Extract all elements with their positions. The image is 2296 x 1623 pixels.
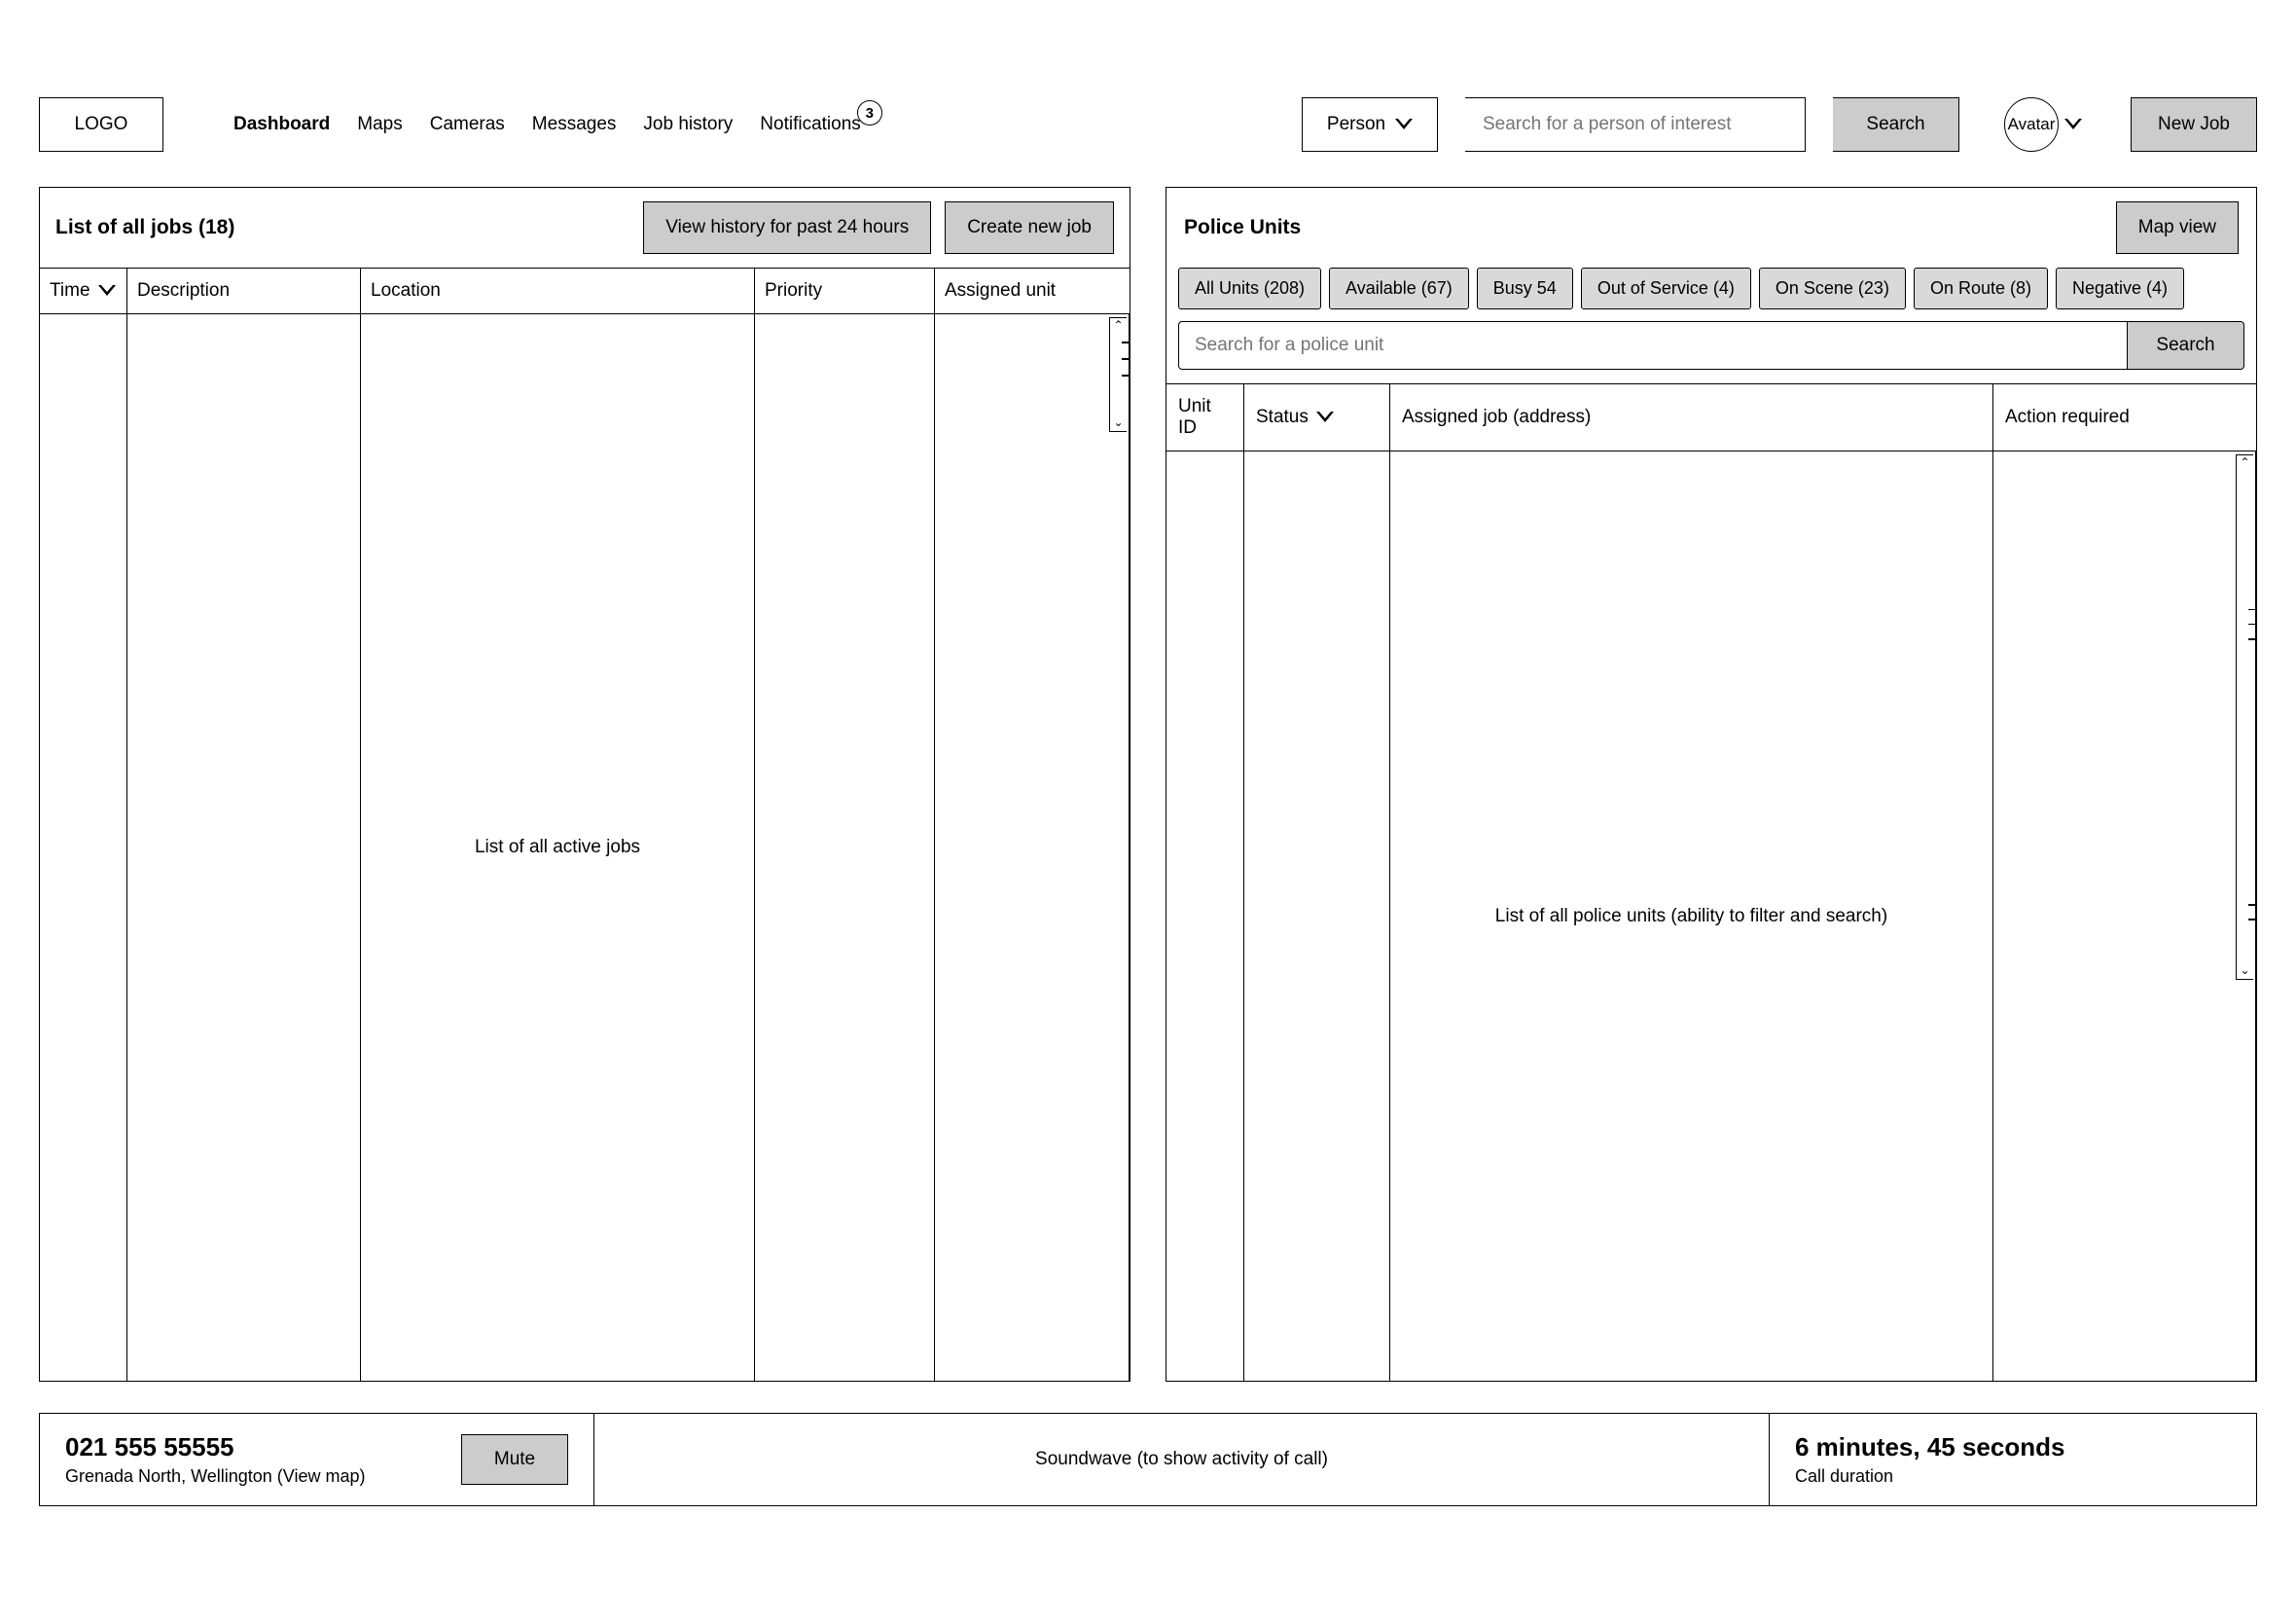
mute-button[interactable]: Mute [461, 1434, 568, 1485]
person-search-button[interactable]: Search [1833, 97, 1959, 152]
nav-notifications[interactable]: Notifications 3 [760, 114, 861, 135]
person-search-input-wrap [1465, 97, 1806, 152]
units-col-status-label: Status [1256, 407, 1309, 428]
person-select-label: Person [1327, 114, 1385, 135]
main-content: List of all jobs (18) View history for p… [39, 187, 2257, 1382]
filter-out-of-service[interactable]: Out of Service (4) [1581, 268, 1751, 309]
units-search-input-wrap [1178, 321, 2128, 370]
jobs-col-assigned-unit[interactable]: Assigned unit [935, 269, 1130, 313]
call-info-text: 021 555 55555 Grenada North, Wellington … [65, 1432, 365, 1487]
units-panel-title: Police Units [1184, 216, 2116, 239]
nav-job-history[interactable]: Job history [643, 114, 733, 135]
units-col-action-required[interactable]: Action required [1993, 384, 2256, 451]
person-search-input[interactable] [1483, 114, 1787, 135]
notifications-badge: 3 [857, 100, 882, 126]
jobs-scrollbar[interactable]: ⌃ ⌄ [1109, 317, 1127, 432]
avatar-circle: Avatar [2004, 97, 2059, 152]
units-body-placeholder: List of all police units (ability to fil… [1390, 451, 1993, 1381]
units-col-assigned-job[interactable]: Assigned job (address) [1390, 384, 1993, 451]
scroll-down-icon: ⌄ [2237, 963, 2253, 979]
new-job-button[interactable]: New Job [2131, 97, 2257, 152]
filter-available[interactable]: Available (67) [1329, 268, 1469, 309]
call-duration-label: Call duration [1795, 1466, 2231, 1487]
jobs-col-priority[interactable]: Priority [755, 269, 935, 313]
scroll-up-icon: ⌃ [1110, 318, 1127, 334]
sort-icon [1316, 412, 1334, 423]
filter-busy[interactable]: Busy 54 [1477, 268, 1573, 309]
filter-on-scene[interactable]: On Scene (23) [1759, 268, 1906, 309]
scroll-up-icon: ⌃ [2237, 455, 2253, 471]
nav-cameras[interactable]: Cameras [430, 114, 505, 135]
caller-phone: 021 555 55555 [65, 1432, 365, 1462]
chevron-down-icon [1395, 119, 1413, 130]
jobs-panel-header: List of all jobs (18) View history for p… [40, 188, 1130, 268]
units-filter-tabs: All Units (208) Available (67) Busy 54 O… [1166, 268, 2256, 321]
jobs-col-description[interactable]: Description [127, 269, 361, 313]
nav-dashboard[interactable]: Dashboard [233, 114, 330, 135]
nav-maps[interactable]: Maps [357, 114, 402, 135]
units-scrollbar[interactable]: ⌃ ⌄ [2236, 454, 2253, 980]
units-search-button[interactable]: Search [2128, 321, 2244, 370]
units-col-id[interactable]: Unit ID [1166, 384, 1244, 451]
filter-negative[interactable]: Negative (4) [2056, 268, 2184, 309]
create-new-job-button[interactable]: Create new job [945, 201, 1114, 254]
call-duration-value: 6 minutes, 45 seconds [1795, 1432, 2231, 1462]
call-duration-section: 6 minutes, 45 seconds Call duration [1770, 1414, 2256, 1505]
nav-messages[interactable]: Messages [532, 114, 617, 135]
map-view-button[interactable]: Map view [2116, 201, 2239, 254]
units-col-status[interactable]: Status [1244, 384, 1390, 451]
units-table-body: List of all police units (ability to fil… [1166, 451, 2256, 1381]
active-call-bar: 021 555 55555 Grenada North, Wellington … [39, 1413, 2257, 1506]
top-navigation: LOGO Dashboard Maps Cameras Messages Job… [39, 97, 2257, 152]
units-table-header: Unit ID Status Assigned job (address) Ac… [1166, 383, 2256, 451]
jobs-table-body: List of all active jobs ⌃ ⌄ [40, 314, 1130, 1381]
jobs-panel-title: List of all jobs (18) [55, 216, 629, 239]
caller-location[interactable]: Grenada North, Wellington (View map) [65, 1466, 365, 1487]
jobs-col-time[interactable]: Time [40, 269, 127, 313]
units-search-input[interactable] [1195, 322, 2111, 369]
chevron-down-icon [2064, 119, 2082, 130]
jobs-body-placeholder: List of all active jobs [361, 314, 755, 1381]
filter-all-units[interactable]: All Units (208) [1178, 268, 1321, 309]
jobs-col-time-label: Time [50, 280, 90, 302]
police-units-panel: Police Units Map view All Units (208) Av… [1166, 187, 2257, 1382]
units-search-row: Search [1166, 321, 2256, 383]
avatar-menu[interactable]: Avatar [1987, 97, 2082, 152]
scroll-down-icon: ⌄ [1110, 415, 1127, 431]
jobs-panel: List of all jobs (18) View history for p… [39, 187, 1130, 1382]
logo[interactable]: LOGO [39, 97, 163, 152]
units-panel-header: Police Units Map view [1166, 188, 2256, 268]
jobs-table-header: Time Description Location Priority Assig… [40, 268, 1130, 314]
nav-items: Dashboard Maps Cameras Messages Job hist… [233, 114, 861, 135]
nav-notifications-label: Notifications [760, 114, 861, 134]
sort-icon [98, 285, 116, 297]
call-info-left: 021 555 55555 Grenada North, Wellington … [40, 1414, 594, 1505]
person-type-select[interactable]: Person [1302, 97, 1438, 152]
call-soundwave: Soundwave (to show activity of call) [594, 1414, 1770, 1505]
view-history-button[interactable]: View history for past 24 hours [643, 201, 931, 254]
filter-on-route[interactable]: On Route (8) [1914, 268, 2048, 309]
jobs-col-location[interactable]: Location [361, 269, 755, 313]
